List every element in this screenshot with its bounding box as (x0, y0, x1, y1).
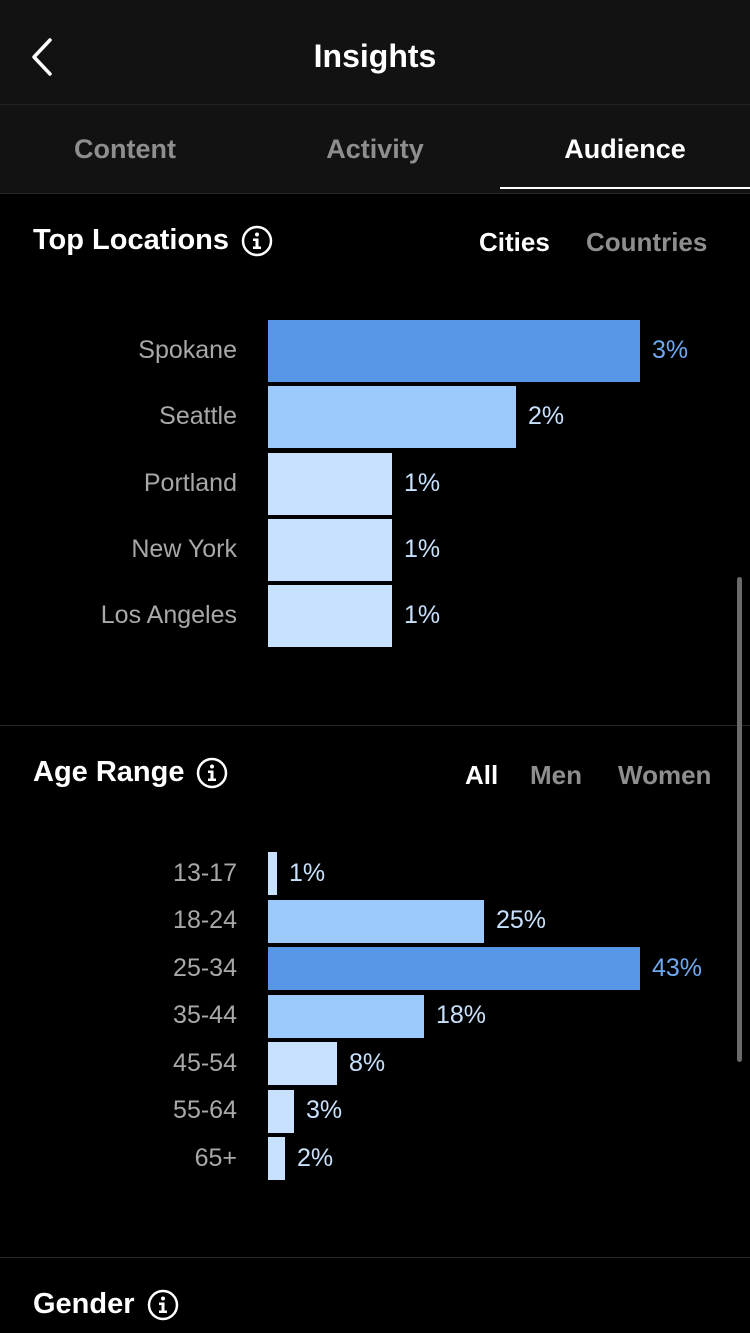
bar (268, 994, 424, 1038)
section-divider (0, 1257, 750, 1258)
filter-men[interactable]: Men (530, 760, 582, 790)
gender-title: Gender (33, 1288, 135, 1320)
tab-bar: Content Activity Audience (0, 104, 750, 194)
value-label: 1% (404, 534, 441, 563)
bar (268, 452, 392, 515)
filter-all[interactable]: All (465, 760, 499, 790)
filter-cities[interactable]: Cities (479, 227, 550, 257)
gender-header: Gender (33, 1288, 179, 1321)
category-label: Seattle (159, 402, 237, 431)
value-label: 8% (349, 1048, 386, 1077)
info-icon[interactable] (196, 757, 228, 789)
info-icon[interactable] (147, 1289, 179, 1321)
category-label: Spokane (138, 336, 237, 364)
tab-audience[interactable]: Audience (564, 133, 686, 164)
top-locations-header: Top Locations (33, 224, 273, 257)
category-label: 25-34 (173, 953, 237, 982)
value-label: 3% (306, 1096, 343, 1124)
bar (268, 585, 392, 648)
bar (268, 899, 484, 943)
tab-content[interactable]: Content (74, 133, 176, 164)
bar (268, 518, 392, 581)
bar (268, 386, 516, 449)
bar (268, 1089, 294, 1133)
value-label: 18% (436, 1001, 487, 1029)
category-label: 65+ (194, 1143, 237, 1172)
value-label: 2% (297, 1143, 334, 1172)
age-range-title: Age Range (33, 756, 185, 788)
value-label: 3% (652, 336, 689, 364)
value-label: 2% (528, 402, 565, 431)
category-label: Portland (143, 468, 237, 497)
bar (268, 1042, 337, 1085)
bar (268, 320, 640, 382)
scrollbar[interactable] (737, 577, 742, 1062)
top-locations-title: Top Locations (33, 224, 230, 256)
bar (268, 852, 277, 895)
category-label: 13-17 (173, 858, 237, 887)
age-range-header: Age Range (33, 756, 228, 789)
tab-activity[interactable]: Activity (326, 133, 424, 164)
filter-countries[interactable]: Countries (586, 227, 708, 257)
chevron-left-icon (32, 38, 52, 76)
value-label: 43% (652, 953, 703, 982)
value-label: 1% (289, 858, 326, 887)
section-divider (0, 725, 750, 726)
header-bar: Insights (0, 0, 750, 104)
back-button[interactable] (18, 30, 66, 84)
value-label: 25% (496, 906, 547, 934)
category-label: 18-24 (173, 906, 237, 934)
value-label: 1% (404, 601, 441, 630)
category-label: New York (131, 534, 237, 563)
active-tab-indicator (500, 187, 750, 189)
value-label: 1% (404, 468, 441, 497)
bar (268, 1137, 285, 1180)
info-icon[interactable] (241, 225, 273, 257)
category-label: 45-54 (173, 1048, 237, 1077)
page-title: Insights (313, 38, 437, 74)
filter-women[interactable]: Women (618, 760, 712, 790)
bar (268, 947, 640, 990)
category-label: 35-44 (173, 1001, 237, 1029)
category-label: 55-64 (173, 1096, 237, 1124)
category-label: Los Angeles (100, 601, 237, 630)
